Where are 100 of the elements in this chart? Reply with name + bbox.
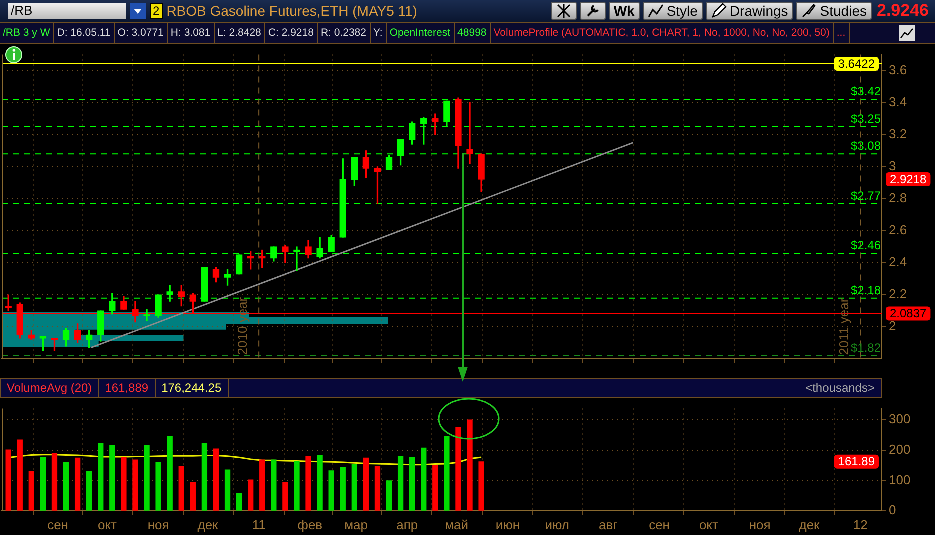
bar: [432, 465, 438, 511]
bar: [224, 470, 231, 511]
text: Studies: [796, 2, 872, 20]
x-tick-label: 11: [252, 517, 266, 532]
bar: [156, 462, 162, 511]
text: H: 3.081: [168, 23, 215, 43]
ref-line-label: $3.08: [850, 139, 882, 154]
ref-line-label: $3.25: [850, 112, 882, 126]
text: 2.9218: [890, 172, 928, 186]
y-tick-label: 2.2: [889, 286, 908, 302]
x-tick-label: апр: [396, 517, 418, 532]
bar: [40, 456, 46, 511]
ref-line-label: 2010 year: [235, 296, 250, 356]
bar: [86, 472, 92, 511]
bar: [271, 460, 277, 511]
bar: [248, 480, 254, 511]
bar: [98, 443, 104, 511]
x-tick-label: дек: [799, 517, 820, 532]
bar: [121, 456, 127, 511]
bar: [306, 456, 312, 511]
x-tick-label: ноя: [749, 517, 771, 532]
y-tick-label: 3.4: [889, 94, 908, 110]
y-tick-label: 0: [889, 502, 896, 518]
bar: [421, 448, 427, 511]
bar: [17, 440, 23, 511]
y-tick-label: 100: [889, 472, 911, 488]
bar: [340, 467, 346, 511]
bar: [6, 450, 12, 511]
ref-line-label: 2.0837: [890, 306, 928, 321]
y-tick-label: 2.8: [889, 190, 908, 206]
x-tick-label: дек: [198, 517, 219, 532]
text: OpenInterest: [386, 23, 455, 43]
text: O: 3.0771: [114, 23, 168, 43]
candlestick: [144, 309, 150, 322]
bar: [478, 462, 484, 511]
text: <thousands>: [806, 381, 876, 395]
ref-line-label: $2.77: [850, 188, 882, 203]
bar: [236, 493, 242, 511]
annotation: 161.89: [838, 454, 876, 469]
y-tick-label: 2.6: [889, 222, 908, 238]
bar: [317, 455, 323, 511]
text: L: 2.8428: [214, 23, 266, 43]
x-tick-label: июл: [545, 517, 570, 532]
text: Wk: [608, 2, 640, 20]
text: Style: [642, 2, 703, 20]
bar: [260, 460, 266, 511]
bar: [328, 470, 334, 511]
text: /RB: [8, 3, 126, 19]
y-tick-label: 200: [889, 442, 911, 457]
text: Drawings: [706, 2, 794, 20]
x-tick-label: май: [445, 517, 469, 532]
x-tick-label: фев: [298, 517, 323, 532]
y-tick-label: 2: [889, 318, 896, 334]
x-tick-label: сен: [649, 517, 670, 532]
text: /RB 3 y W: [0, 23, 54, 43]
bar: [398, 456, 404, 511]
bar: [213, 448, 220, 511]
chart-title: VolumeAvg (20): [1, 379, 100, 397]
text: R: 0.2382: [318, 23, 370, 43]
bar: [63, 462, 70, 511]
bar: [410, 456, 416, 511]
bar: [282, 482, 288, 511]
chart-title: RBOB Gasoline Futures,ETH (MAY5 11): [166, 3, 418, 19]
bar: [444, 436, 450, 511]
x-tick-label: мар: [344, 517, 368, 532]
bar: [28, 472, 34, 511]
y-tick-label: 3: [889, 158, 896, 174]
text: 48998: [454, 23, 491, 43]
bar: [386, 480, 392, 511]
bar: [132, 460, 138, 511]
x-tick-label: окт: [699, 517, 719, 532]
x-tick-label: авг: [598, 517, 618, 532]
ref-line-label: $2.18: [850, 283, 882, 298]
bar: [294, 462, 300, 511]
y-tick-label: 300: [889, 412, 911, 427]
bar: [190, 482, 196, 511]
text: 176,244.25: [156, 379, 229, 397]
text: VolumeProfile (AUTOMATIC, 1.0, CHART, 1, No, 1000, No, No, 200, 50): [490, 23, 834, 43]
ref-line-label: $2.46: [850, 238, 882, 252]
x-tick-label: ноя: [148, 517, 170, 532]
text: 2.9246: [876, 1, 930, 21]
candlestick: [466, 102, 474, 164]
text: Y:: [370, 23, 387, 43]
text: C: 2.9218: [265, 23, 318, 43]
bar: [52, 453, 58, 511]
bar: [74, 458, 81, 511]
y-tick-label: 3.6: [889, 62, 908, 78]
y-tick-label: 3.2: [889, 126, 908, 142]
bar: [352, 464, 358, 511]
text: 2: [150, 3, 163, 19]
y-tick-label: 2.4: [889, 254, 908, 270]
bar: [144, 445, 150, 511]
text: ...: [834, 23, 850, 43]
bar: [178, 466, 184, 511]
bar: [374, 466, 381, 511]
bar: [167, 436, 173, 511]
x-tick-label: июн: [496, 517, 520, 532]
bar: [202, 443, 208, 511]
bar: [467, 420, 473, 511]
bar: [456, 426, 462, 511]
